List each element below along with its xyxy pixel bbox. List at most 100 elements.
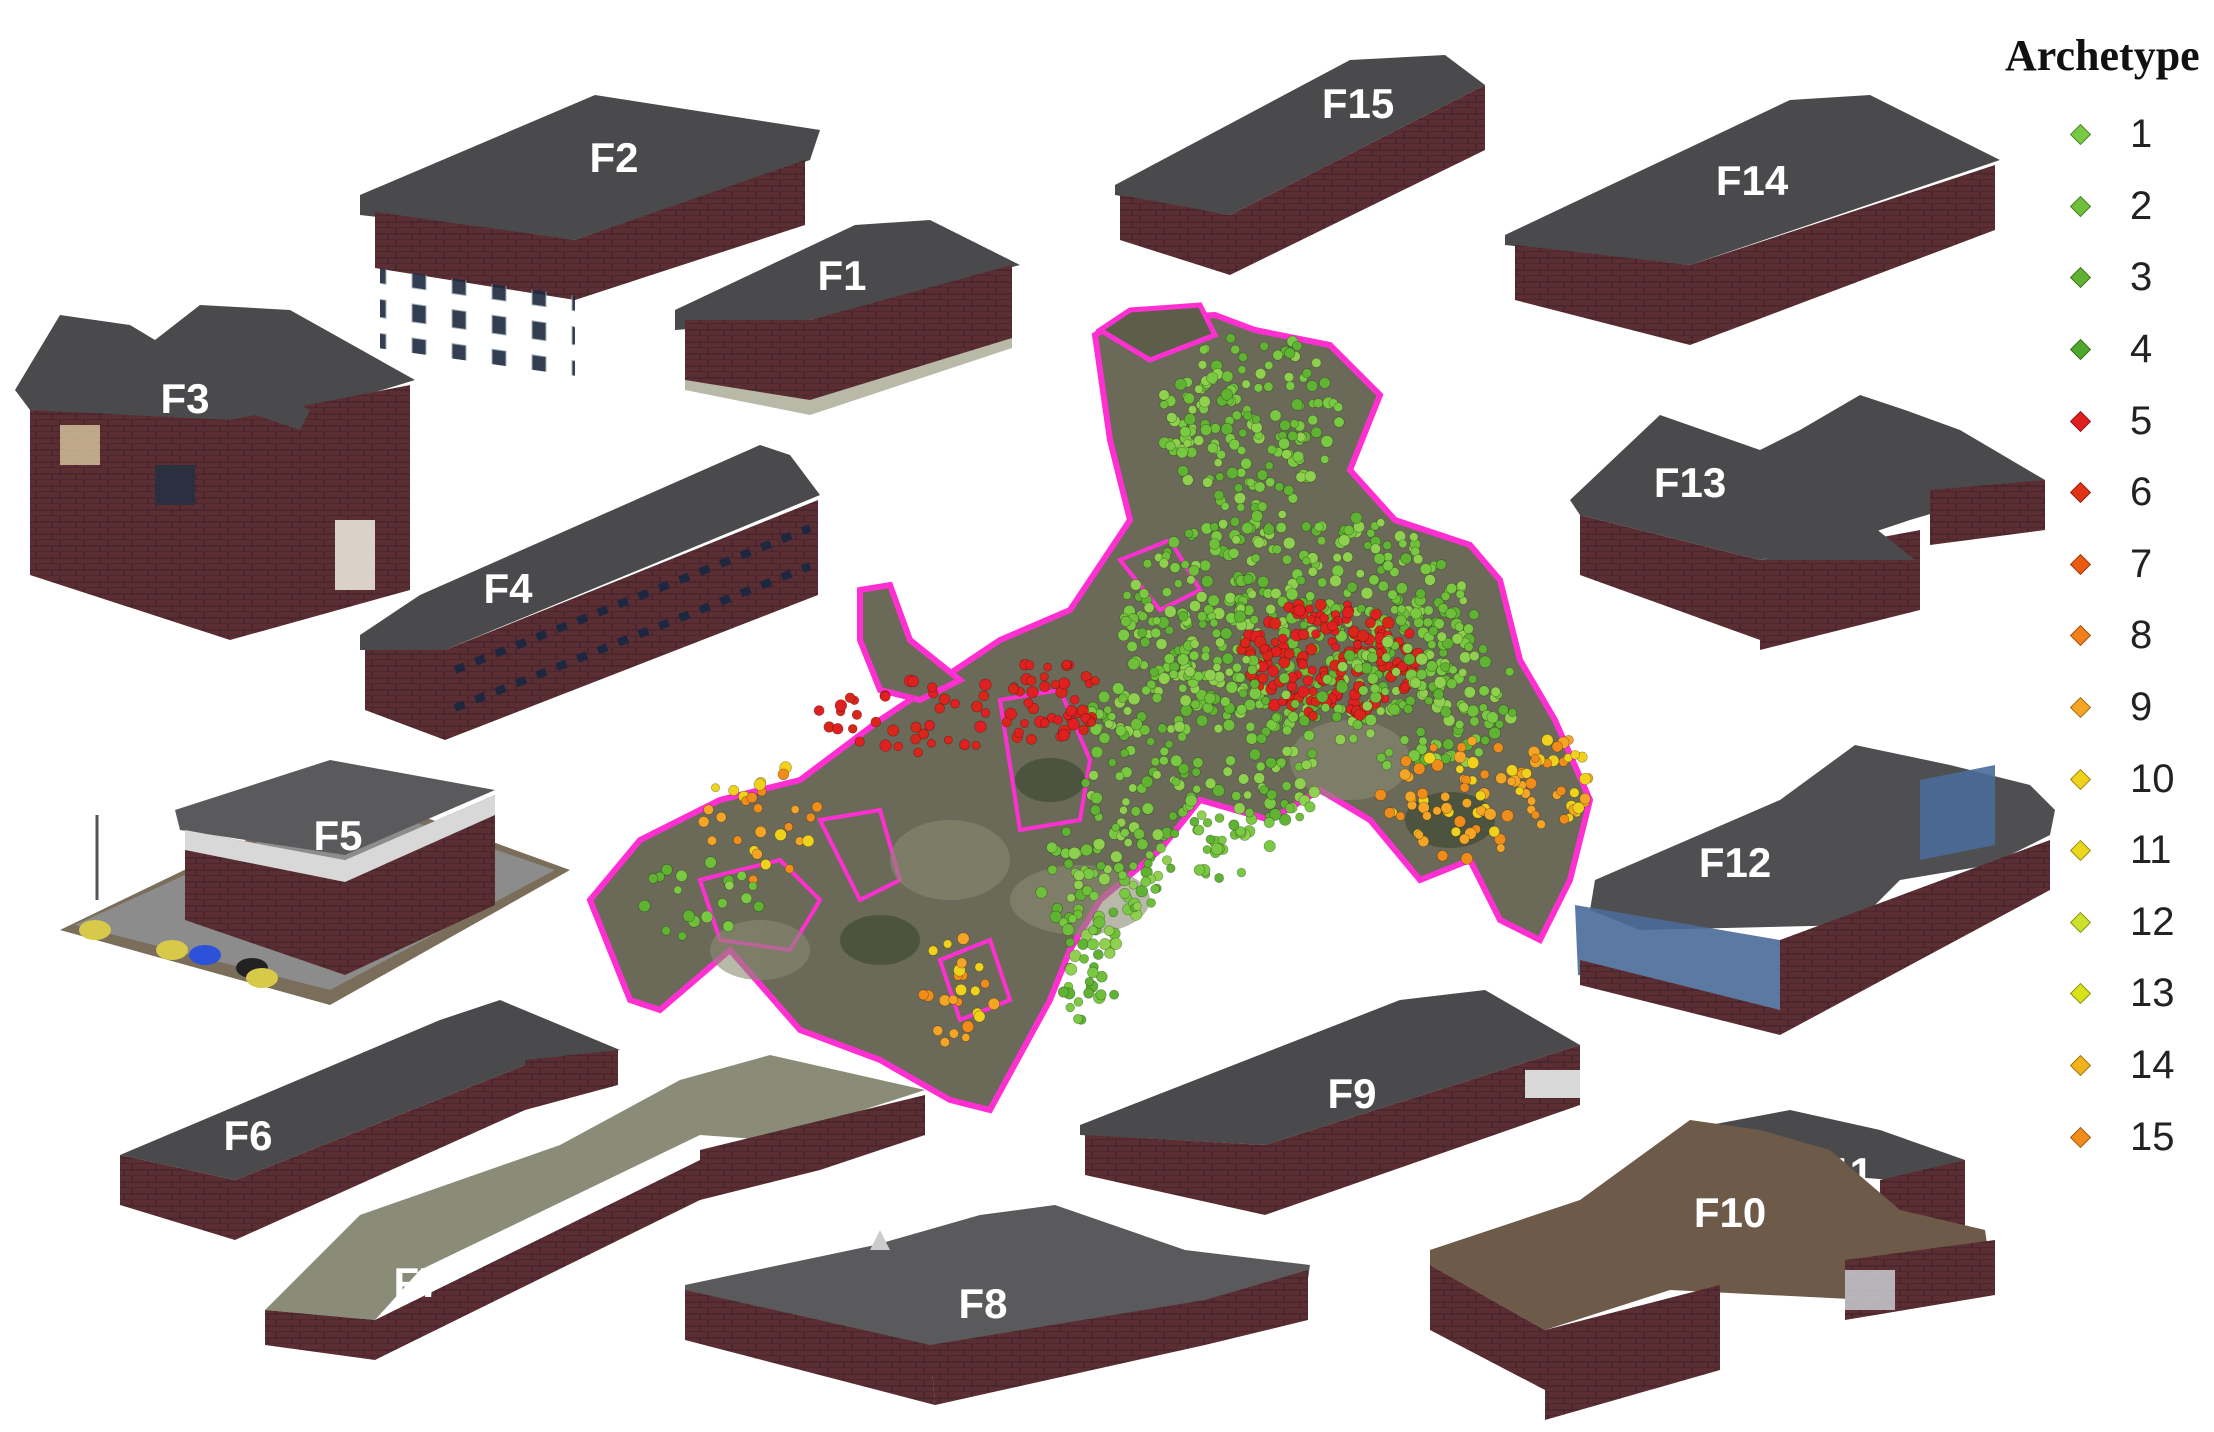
map-point [1061, 923, 1075, 937]
map-point [1412, 554, 1424, 565]
map-point [1201, 575, 1214, 588]
map-point [1579, 792, 1591, 805]
map-point [1225, 681, 1238, 694]
map-point [1293, 604, 1306, 617]
map-point [1241, 379, 1251, 389]
building-label-f12: F12 [1699, 839, 1771, 886]
map-point [1099, 938, 1111, 950]
map-point [1466, 756, 1480, 769]
map-point [1311, 629, 1321, 639]
map-point [1142, 559, 1153, 569]
map-point [1373, 552, 1386, 565]
building-label-f7: F7 [393, 1259, 442, 1306]
map-point [1050, 679, 1061, 690]
map-point [1190, 699, 1200, 710]
map-point [703, 804, 714, 816]
map-point [1251, 510, 1264, 523]
building-label-f5: F5 [313, 812, 362, 859]
map-point [1130, 579, 1142, 591]
map-point [832, 723, 844, 735]
map-point [1459, 782, 1470, 793]
map-point [1316, 690, 1329, 703]
map-point [1118, 693, 1128, 704]
map-point [1414, 830, 1424, 840]
map-point [1377, 580, 1389, 592]
map-point [753, 900, 765, 913]
map-point [1292, 450, 1305, 463]
map-point [1164, 605, 1177, 618]
map-point [870, 716, 882, 728]
legend-marker-icon [2069, 410, 2092, 432]
map-point [1229, 516, 1240, 527]
map-point [1304, 470, 1317, 483]
map-point [1170, 829, 1180, 839]
building-f14: F14 [1505, 95, 2000, 345]
map-point [1240, 457, 1252, 470]
map-point [1368, 574, 1380, 586]
map-point [1424, 574, 1436, 586]
map-point [1569, 787, 1580, 798]
map-point [1236, 867, 1247, 878]
map-point [1276, 757, 1287, 768]
map-point [1458, 668, 1468, 678]
map-point [1305, 604, 1314, 614]
map-point [1115, 725, 1127, 737]
map-point [1283, 648, 1295, 660]
map-point [1265, 757, 1277, 769]
map-point [1251, 421, 1263, 434]
map-point [1026, 733, 1037, 745]
map-point [1383, 807, 1396, 819]
map-point [961, 1033, 971, 1042]
map-point [913, 747, 923, 758]
map-point [1180, 560, 1190, 570]
map-point [1217, 835, 1227, 845]
map-point [1225, 755, 1236, 766]
map-point [1210, 842, 1224, 856]
map-point [1429, 743, 1438, 753]
map-point [1073, 879, 1084, 890]
map-point [1173, 720, 1186, 733]
map-point [1307, 665, 1317, 675]
map-point [1556, 785, 1567, 796]
map-point [1243, 698, 1256, 711]
map-point [970, 985, 981, 996]
map-point [1308, 711, 1318, 721]
map-point [1146, 737, 1156, 747]
map-point [1082, 868, 1095, 880]
map-point [1329, 574, 1342, 588]
legend-item-label: 10 [2130, 756, 2175, 801]
legend-item-label: 4 [2130, 327, 2153, 372]
map-point [956, 957, 968, 969]
map-point [1254, 368, 1267, 380]
map-point [1242, 573, 1254, 585]
building-f5: F5 [60, 760, 570, 1005]
map-point [1469, 650, 1480, 662]
map-point [1292, 340, 1303, 352]
map-point [1163, 653, 1175, 665]
map-point [1282, 725, 1293, 736]
map-point [1191, 767, 1201, 777]
map-point [1220, 502, 1230, 511]
map-point [1551, 741, 1563, 753]
map-point [1294, 777, 1307, 790]
map-point [1039, 672, 1049, 682]
map-point [1456, 580, 1467, 591]
map-point [1158, 558, 1170, 569]
map-point [1398, 539, 1408, 549]
map-point [1265, 477, 1276, 488]
map-point [1376, 518, 1386, 528]
map-point [1308, 686, 1318, 697]
map-point [1202, 845, 1212, 855]
map-point [880, 691, 891, 702]
map-point [1120, 615, 1132, 627]
map-point [1248, 687, 1262, 700]
map-point [1246, 478, 1256, 487]
map-point [927, 739, 936, 748]
map-point [1197, 360, 1208, 370]
map-point [1073, 1013, 1083, 1024]
map-point [682, 909, 695, 923]
map-point [1382, 560, 1394, 572]
map-point [1166, 412, 1178, 423]
map-point [704, 856, 717, 869]
map-point [1305, 643, 1318, 656]
